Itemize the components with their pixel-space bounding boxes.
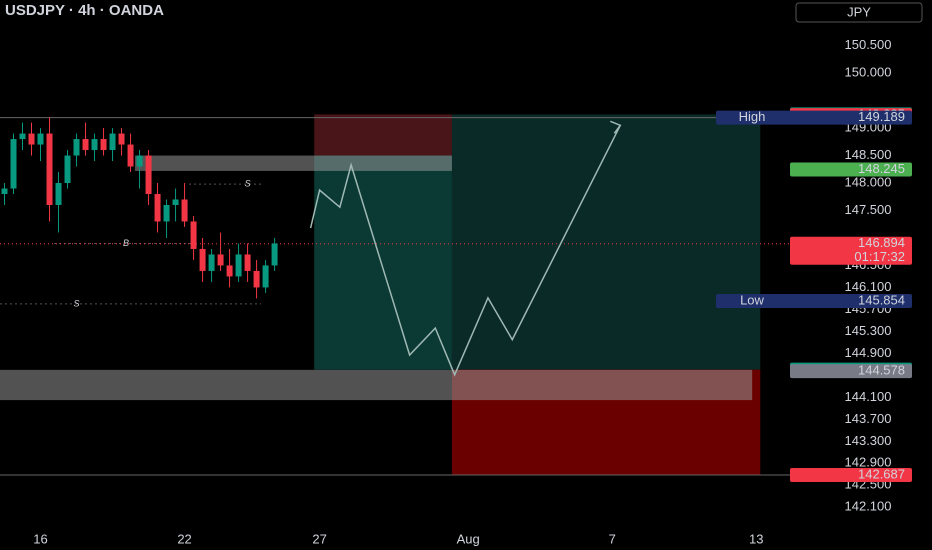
price-label-name: High xyxy=(739,109,766,124)
price-label: 146.894 xyxy=(858,235,905,250)
y-tick-label: 144.900 xyxy=(845,345,892,360)
y-tick-label: 145.300 xyxy=(845,323,892,338)
candle-body xyxy=(10,139,17,189)
x-tick-label: 22 xyxy=(177,531,191,546)
y-tick-label: 143.300 xyxy=(845,433,892,448)
projection-arrow xyxy=(610,120,622,134)
x-tick-label: 7 xyxy=(609,531,616,546)
price-label: 148.245 xyxy=(858,161,905,176)
candle-body xyxy=(55,183,62,205)
candle-body xyxy=(37,133,44,145)
y-tick-label: 143.700 xyxy=(845,411,892,426)
annotation-label: B xyxy=(123,238,129,248)
candle-body xyxy=(19,133,26,140)
price-label-bg xyxy=(790,468,912,483)
price-label-bg xyxy=(790,162,912,177)
currency-button[interactable] xyxy=(795,2,923,23)
price-label: 149.189 xyxy=(858,109,905,124)
price-label-bg xyxy=(716,293,912,308)
candle-body xyxy=(244,254,251,271)
position-box xyxy=(314,114,452,156)
zone xyxy=(0,369,753,401)
candle-body xyxy=(262,265,269,288)
currency-label[interactable]: JPY xyxy=(847,4,871,19)
candle-body xyxy=(109,133,116,151)
candle-body xyxy=(28,133,35,145)
candle-body xyxy=(82,139,89,151)
candle-body xyxy=(253,270,260,288)
candle-body xyxy=(190,221,197,249)
x-tick-label: 13 xyxy=(749,531,763,546)
candle-body xyxy=(136,155,143,167)
price-label: 142.687 xyxy=(858,466,905,481)
x-tick-label: 16 xyxy=(33,531,47,546)
zone xyxy=(135,155,452,171)
price-label: 145.854 xyxy=(858,292,905,307)
y-tick-label: 148.500 xyxy=(845,147,892,162)
candle-body xyxy=(172,199,179,205)
candle-body xyxy=(118,133,125,145)
price-label-bg xyxy=(790,364,912,379)
candle-body xyxy=(235,254,242,277)
price-label-bg xyxy=(790,236,912,265)
price-label-name: Low xyxy=(740,292,764,307)
y-tick-label: 150.000 xyxy=(845,65,892,80)
candle-body xyxy=(91,139,98,151)
y-tick-label: 142.900 xyxy=(845,455,892,470)
annotation-label: S xyxy=(74,298,80,308)
y-tick-label: 147.500 xyxy=(845,202,892,217)
candle-body xyxy=(127,144,134,167)
candle-body xyxy=(208,254,215,271)
candle-body xyxy=(181,199,188,222)
y-tick-label: 142.100 xyxy=(845,499,892,514)
candle-body xyxy=(154,194,161,222)
price-label: 144.578 xyxy=(858,363,905,378)
candle-body xyxy=(73,139,80,156)
symbol-title: USDJPY · 4h · OANDA xyxy=(5,2,164,19)
annotation-label: S xyxy=(245,178,251,188)
price-label-bg xyxy=(716,110,912,125)
candle-body xyxy=(100,139,107,151)
plot: S B S xyxy=(0,114,790,476)
position-box xyxy=(314,155,452,370)
y-tick-label: 146.100 xyxy=(845,279,892,294)
countdown: 01:17:32 xyxy=(854,249,905,264)
x-tick-label: 27 xyxy=(312,531,326,546)
candle-body xyxy=(199,248,206,271)
candle-body xyxy=(271,243,278,266)
candle-body xyxy=(64,155,71,184)
position-box xyxy=(451,114,761,370)
candle-body xyxy=(1,188,8,195)
x-tick-label: Aug xyxy=(457,531,480,546)
candle-body xyxy=(163,204,170,222)
y-tick-label: 150.500 xyxy=(845,37,892,52)
candle-body xyxy=(217,254,224,266)
y-tick-label: 148.000 xyxy=(845,174,892,189)
candle-body xyxy=(46,133,53,205)
candle-body xyxy=(226,265,233,277)
candle-body xyxy=(145,155,152,195)
y-tick-label: 144.100 xyxy=(845,389,892,404)
projection-path xyxy=(309,124,621,377)
